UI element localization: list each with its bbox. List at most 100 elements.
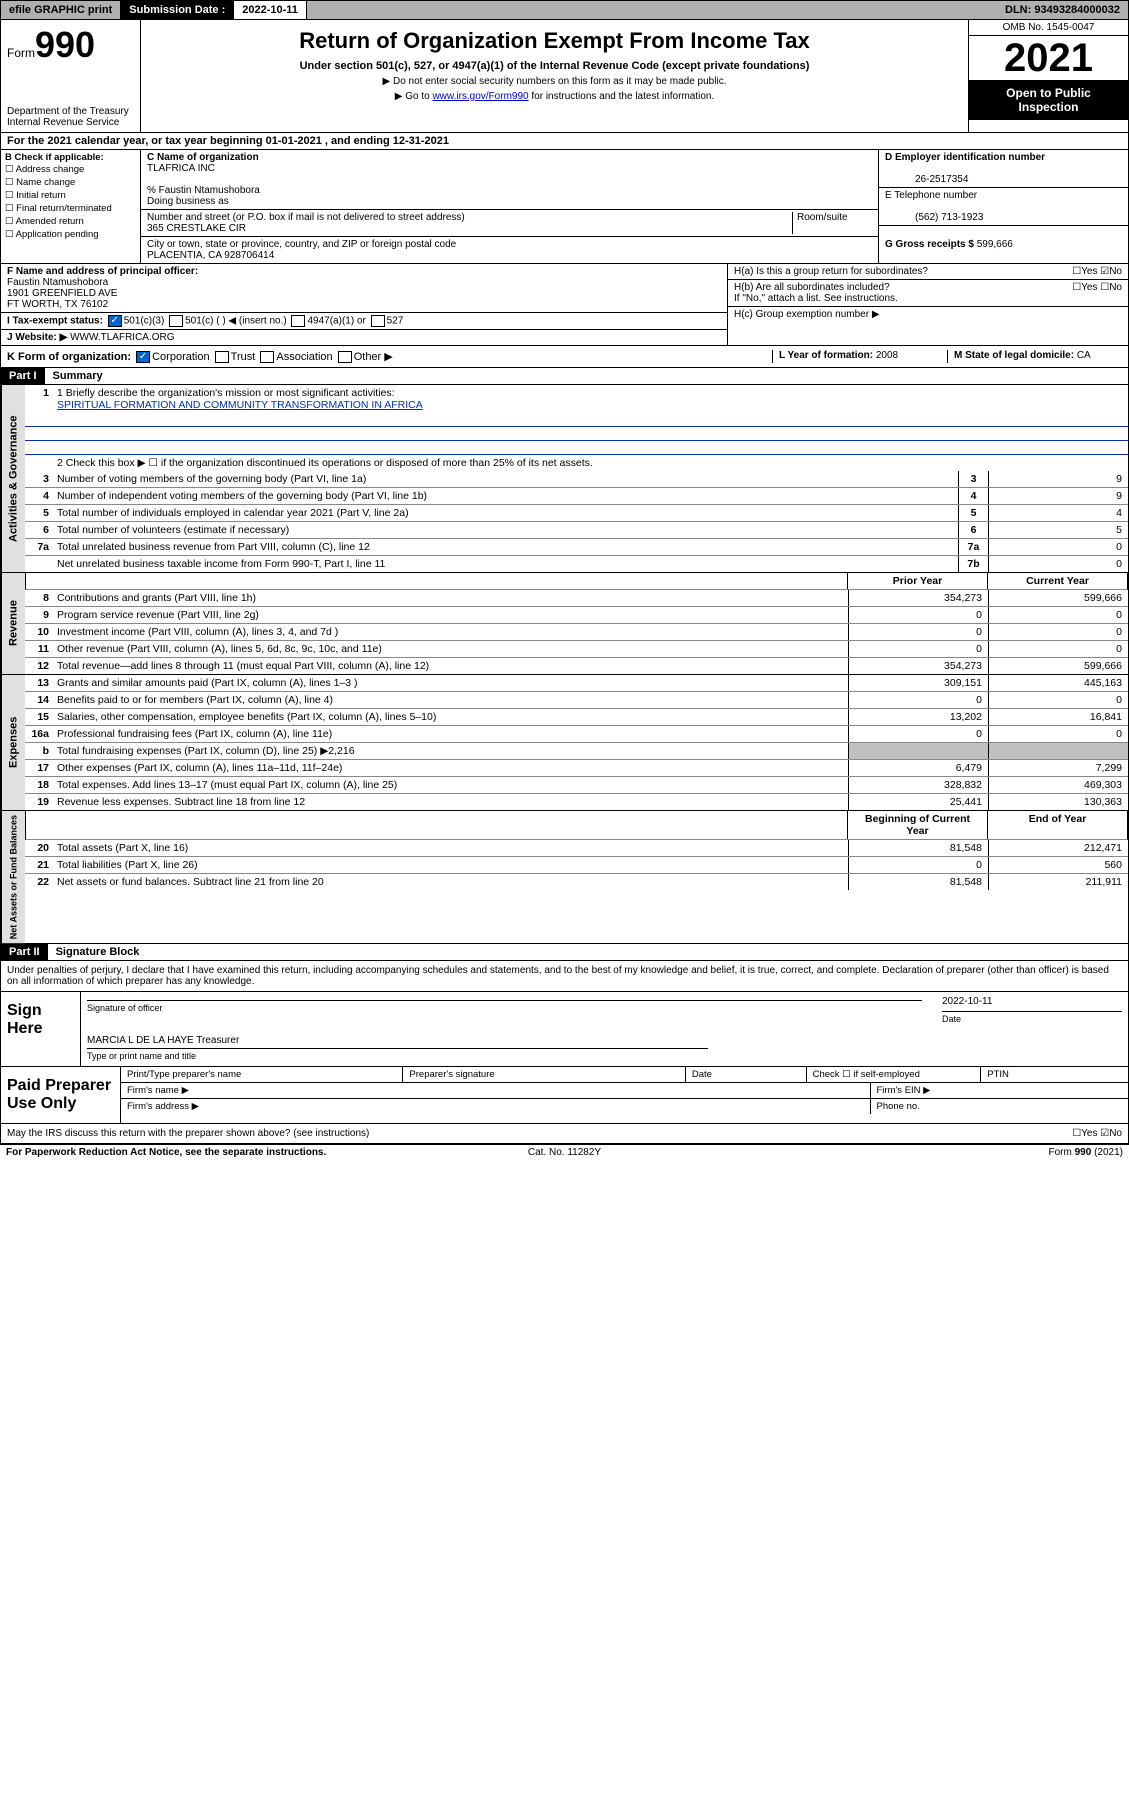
submission-date-label: Submission Date : xyxy=(121,1,234,19)
hb-answer: ☐Yes ☐No xyxy=(1072,282,1122,293)
state-domicile: M State of legal domicile: CA xyxy=(947,350,1122,363)
527-check[interactable] xyxy=(371,315,385,327)
form-subtitle: Under section 501(c), 527, or 4947(a)(1)… xyxy=(151,58,958,74)
perjury-statement: Under penalties of perjury, I declare th… xyxy=(1,961,1128,991)
addr-change-check[interactable]: ☐ Address change xyxy=(5,163,136,176)
section-k: K Form of organization: ✓Corporation Tru… xyxy=(0,346,1129,368)
sig-date: 2022-10-11 xyxy=(942,996,992,1007)
amended-return-check[interactable]: ☐ Amended return xyxy=(5,215,136,228)
check-if-applicable: B Check if applicable: xyxy=(5,152,136,163)
part1-netassets: Net Assets or Fund Balances Beginning of… xyxy=(0,811,1129,944)
sig-name: MARCIA L DE LA HAYE Treasurer xyxy=(87,1035,239,1046)
section-j: J Website: ▶ WWW.TLAFRICA.ORG xyxy=(1,330,727,345)
cat-no: Cat. No. 11282Y xyxy=(378,1147,750,1158)
firm-name-label: Firm's name ▶ xyxy=(121,1083,871,1098)
org-name: TLAFRICA INC xyxy=(147,163,215,174)
sig-date-label: Date xyxy=(942,1014,961,1024)
city-state-zip: PLACENTIA, CA 928706414 xyxy=(147,250,274,261)
firm-ein-label: Firm's EIN ▶ xyxy=(871,1083,1129,1098)
part2-header-row: Part II Signature Block xyxy=(0,944,1129,961)
netassets-label: Net Assets or Fund Balances xyxy=(1,811,25,943)
ssn-note: ▶ Do not enter social security numbers o… xyxy=(151,74,958,89)
open-public: Open to PublicInspection xyxy=(969,80,1128,120)
initial-return-check[interactable]: ☐ Initial return xyxy=(5,189,136,202)
section-b-c-d: B Check if applicable: ☐ Address change … xyxy=(0,150,1129,264)
part1-title: Summary xyxy=(45,368,111,384)
irs-label: Internal Revenue Service xyxy=(7,117,134,128)
501c3-check[interactable]: ✓ xyxy=(108,315,122,327)
may-irs-answer: ☐Yes ☑No xyxy=(1072,1128,1122,1139)
sig-name-label: Type or print name and title xyxy=(87,1051,196,1061)
prep-name-label: Print/Type preparer's name xyxy=(121,1067,403,1082)
paperwork-notice: For Paperwork Reduction Act Notice, see … xyxy=(6,1147,378,1158)
line2-checkbox: 2 Check this box ▶ ☐ if the organization… xyxy=(25,455,1128,471)
year-formation: L Year of formation: 2008 xyxy=(772,350,947,363)
prior-year-header: Prior Year xyxy=(847,573,987,589)
assoc-check[interactable] xyxy=(260,351,274,363)
other-check[interactable] xyxy=(338,351,352,363)
section-hb: H(b) Are all subordinates included? ☐Yes… xyxy=(728,280,1128,307)
section-c: C Name of organization TLAFRICA INC % Fa… xyxy=(141,150,878,263)
part1-revenue: Revenue Prior YearCurrent Year 8Contribu… xyxy=(0,573,1129,675)
prep-date-label: Date xyxy=(686,1067,807,1082)
prep-sig-label: Preparer's signature xyxy=(403,1067,685,1082)
tel-label: E Telephone number xyxy=(885,190,977,201)
section-ha: H(a) Is this a group return for subordin… xyxy=(728,264,1128,280)
officer-name: Faustin Ntamushobora xyxy=(7,277,108,288)
name-change-check[interactable]: ☐ Name change xyxy=(5,176,136,189)
form-header: Form990 Department of the Treasury Inter… xyxy=(0,20,1129,133)
tax-year-line: For the 2021 calendar year, or tax year … xyxy=(1,133,455,149)
paid-preparer-label: Paid Preparer Use Only xyxy=(1,1067,121,1123)
dba-label: Doing business as xyxy=(147,196,229,207)
dln: DLN: 93493284000032 xyxy=(997,1,1128,19)
mission-label: 1 Briefly describe the organization's mi… xyxy=(57,387,395,399)
final-return-check[interactable]: ☐ Final return/terminated xyxy=(5,202,136,215)
form-number: Form990 xyxy=(7,24,134,66)
corp-check[interactable]: ✓ xyxy=(136,351,150,363)
form-version: Form 990 (2021) xyxy=(751,1147,1123,1158)
irs-link[interactable]: www.irs.gov/Form990 xyxy=(432,91,528,102)
omb-number: OMB No. 1545-0047 xyxy=(969,20,1128,36)
addr-label: Number and street (or P.O. box if mail i… xyxy=(147,212,465,223)
governance-label: Activities & Governance xyxy=(1,385,25,572)
4947-check[interactable] xyxy=(291,315,305,327)
topbar-spacer xyxy=(307,1,997,19)
signature-block: Under penalties of perjury, I declare th… xyxy=(0,961,1129,1144)
care-of: % Faustin Ntamushobora xyxy=(147,185,260,196)
ein: 26-2517354 xyxy=(885,174,968,185)
sig-officer-label: Signature of officer xyxy=(87,1003,162,1013)
section-a: For the 2021 calendar year, or tax year … xyxy=(0,133,1129,150)
trust-check[interactable] xyxy=(215,351,229,363)
part1-expenses: Expenses 13Grants and similar amounts pa… xyxy=(0,675,1129,811)
telephone: (562) 713-1923 xyxy=(885,212,983,223)
page-footer: For Paperwork Reduction Act Notice, see … xyxy=(0,1144,1129,1160)
efile-label[interactable]: efile GRAPHIC print xyxy=(1,1,121,19)
website-url: WWW.TLAFRICA.ORG xyxy=(70,332,174,343)
submission-date: 2022-10-11 xyxy=(234,1,307,19)
section-f: F Name and address of principal officer:… xyxy=(1,264,727,313)
prep-ptin-label: PTIN xyxy=(981,1067,1128,1082)
end-year-header: End of Year xyxy=(987,811,1127,839)
expenses-label: Expenses xyxy=(1,675,25,810)
section-f-h: F Name and address of principal officer:… xyxy=(0,264,1129,346)
gross-receipts: 599,666 xyxy=(977,239,1013,250)
section-i: I Tax-exempt status: ✓501(c)(3) 501(c) (… xyxy=(1,313,727,330)
org-name-label: C Name of organization xyxy=(147,152,259,163)
begin-year-header: Beginning of Current Year xyxy=(847,811,987,839)
revenue-label: Revenue xyxy=(1,573,25,674)
firm-phone-label: Phone no. xyxy=(871,1099,1129,1114)
501c-check[interactable] xyxy=(169,315,183,327)
part1-header-row: Part I Summary xyxy=(0,368,1129,385)
sign-here-label: Sign Here xyxy=(1,992,81,1066)
officer-addr2: FT WORTH, TX 76102 xyxy=(7,299,108,310)
section-hc: H(c) Group exemption number ▶ xyxy=(728,307,1128,322)
app-pending-check[interactable]: ☐ Application pending xyxy=(5,228,136,241)
room-suite: Room/suite xyxy=(792,212,872,234)
ha-answer: ☐Yes ☑No xyxy=(1072,266,1122,277)
mission-text: SPIRITUAL FORMATION AND COMMUNITY TRANSF… xyxy=(57,399,423,411)
instructions-link: ▶ Go to www.irs.gov/Form990 for instruct… xyxy=(151,89,958,104)
section-d-e-g: D Employer identification number26-25173… xyxy=(878,150,1128,263)
current-year-header: Current Year xyxy=(987,573,1127,589)
gross-label: G Gross receipts $ xyxy=(885,239,974,250)
prep-self-employed: Check ☐ if self-employed xyxy=(807,1067,982,1082)
